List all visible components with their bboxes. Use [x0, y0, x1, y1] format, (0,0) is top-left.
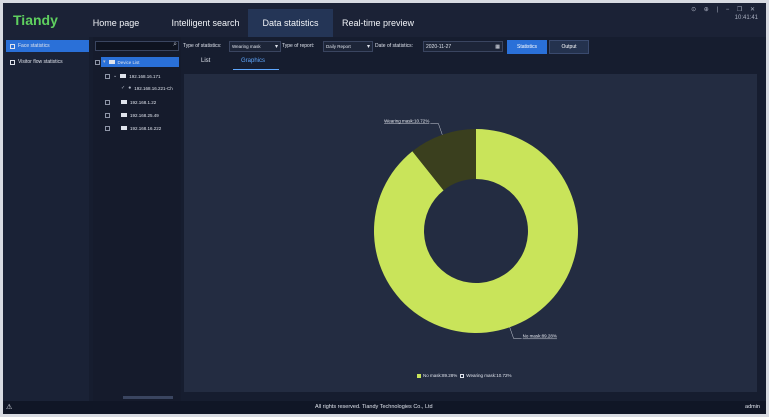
- tree-node[interactable]: 192.168.16.222: [105, 123, 161, 133]
- legend-label: Wearing mask:10.72%: [466, 373, 512, 378]
- date-value: 2020-11-27: [426, 43, 452, 50]
- tiandy-logo: Tiandy: [13, 12, 58, 28]
- dropdown-arrow-icon[interactable]: ▾: [274, 44, 278, 50]
- tree-label: 192.168.25.49: [130, 112, 159, 118]
- window-controls[interactable]: ⊙ ⊕ | − ❐ ✕: [691, 6, 758, 13]
- folder-icon: [121, 100, 127, 104]
- settings-icon[interactable]: ⊕: [703, 7, 712, 13]
- copyright-text: All rights reserved. Tiandy Technologies…: [315, 404, 433, 410]
- sidebar-item-label: Face statistics: [18, 43, 50, 49]
- tree-checkbox[interactable]: [105, 73, 110, 79]
- folder-icon: [121, 113, 127, 117]
- nav-home-page[interactable]: Home page: [92, 18, 140, 28]
- type-of-statistics-label: Type of statistics:: [183, 43, 222, 49]
- footer: ⚠ All rights reserved. Tiandy Technologi…: [3, 401, 766, 414]
- type-of-report-select[interactable]: Daily Report ▾: [323, 41, 373, 52]
- tree-node[interactable]: ⌄ 192.168.16.171: [105, 71, 160, 81]
- select-value: Wearing mask: [232, 44, 261, 49]
- calendar-icon[interactable]: ▦: [495, 44, 500, 50]
- statistics-button[interactable]: Statistics: [507, 40, 547, 54]
- legend-swatch-no-mask: [417, 373, 421, 378]
- output-button[interactable]: Output: [549, 40, 589, 54]
- separator: |: [716, 7, 722, 13]
- tree-label: 192.168.16.222: [130, 125, 162, 131]
- nav-real-time-preview[interactable]: Real-time preview: [341, 18, 415, 28]
- tree-label: 192.168.16.221-Ch: [134, 85, 173, 91]
- tree-checkbox[interactable]: [105, 112, 110, 118]
- visitor-icon: [10, 59, 15, 65]
- folder-icon: [120, 74, 127, 78]
- device-search-input[interactable]: ⌕: [95, 41, 179, 51]
- tree-checkbox[interactable]: [105, 99, 110, 105]
- restore-icon[interactable]: ❐: [736, 7, 746, 13]
- tree-node[interactable]: 192.168.1.22: [105, 97, 156, 107]
- left-sidebar: Face statistics Visitor flow statistics: [3, 37, 89, 401]
- close-icon[interactable]: ✕: [749, 7, 758, 13]
- clock: 10:41:41: [734, 15, 758, 21]
- slice-no-mask[interactable]: [374, 129, 578, 333]
- type-of-statistics-select[interactable]: Wearing mask ▾: [229, 41, 281, 52]
- nav-intelligent-search[interactable]: Intelligent search: [171, 18, 240, 28]
- warning-icon[interactable]: ⚠: [6, 404, 13, 411]
- sidebar-item-face-statistics[interactable]: Face statistics: [6, 40, 89, 52]
- check-icon[interactable]: ✓: [121, 85, 126, 91]
- expand-icon[interactable]: ⌄: [113, 73, 118, 79]
- tree-node[interactable]: 192.168.25.49: [105, 110, 159, 120]
- slice-label: No mask:89.28%: [523, 334, 557, 339]
- tab-list[interactable]: List: [201, 58, 211, 64]
- search-icon[interactable]: ⌕: [173, 41, 177, 48]
- slice-label: Wearing mask:10.72%: [384, 118, 429, 123]
- filter-bar: Type of statistics: Wearing mask ▾ Type …: [183, 37, 766, 55]
- date-input[interactable]: 2020-11-27 ▦: [423, 41, 503, 52]
- minimize-icon[interactable]: −: [725, 7, 733, 13]
- tree-label: Device List: [117, 59, 140, 65]
- device-panel: ⌕ ▾ Device List ⌄ 192.168.16.171 ✓ ● 192…: [93, 37, 181, 401]
- type-of-report-label: Type of report:: [282, 43, 315, 49]
- tree-checkbox[interactable]: [105, 125, 110, 131]
- camera-icon: ●: [128, 85, 132, 91]
- select-value: Daily Report: [326, 44, 351, 49]
- folder-icon: [108, 60, 115, 64]
- tree-root-device-list[interactable]: ▾ Device List: [101, 57, 179, 67]
- chart-panel: No mask:89.28% Wearing mask:10.72% No mas…: [184, 74, 757, 392]
- tab-graphics[interactable]: Graphics: [241, 58, 266, 64]
- current-user: admin: [745, 404, 760, 410]
- tab-underline: [233, 69, 279, 70]
- slice-wearing-mask[interactable]: [412, 129, 476, 191]
- chart-legend: No mask:89.28% Wearing mask:10.72%: [417, 373, 511, 378]
- slice-leader-line: [509, 327, 522, 339]
- sidebar-item-visitor-flow-statistics[interactable]: Visitor flow statistics: [6, 56, 89, 68]
- date-of-statistics-label: Date of statistics:: [375, 43, 414, 49]
- tree-label: 192.168.16.171: [129, 73, 161, 79]
- legend-swatch-wearing-mask: [460, 373, 465, 378]
- expand-icon[interactable]: ▾: [103, 59, 106, 65]
- folder-icon: [121, 126, 127, 130]
- top-bar: Tiandy Home page Intelligent search Data…: [3, 3, 766, 37]
- tree-node[interactable]: ✓ ● 192.168.16.221-Ch: [121, 83, 173, 93]
- tree-label: 192.168.1.22: [130, 99, 157, 105]
- legend-label: No mask:89.28%: [423, 373, 458, 378]
- app-window: Tiandy Home page Intelligent search Data…: [3, 3, 766, 414]
- sidebar-item-label: Visitor flow statistics: [18, 59, 63, 65]
- tree-checkbox[interactable]: [95, 60, 100, 65]
- slice-leader-line: [430, 123, 443, 135]
- info-icon[interactable]: ⊙: [691, 7, 700, 13]
- dropdown-arrow-icon[interactable]: ▾: [366, 44, 370, 50]
- face-icon: [10, 43, 15, 49]
- donut-chart: No mask:89.28% Wearing mask:10.72%: [374, 118, 578, 339]
- horizontal-scrollbar[interactable]: [123, 396, 173, 399]
- nav-data-statistics[interactable]: Data statistics: [248, 9, 333, 37]
